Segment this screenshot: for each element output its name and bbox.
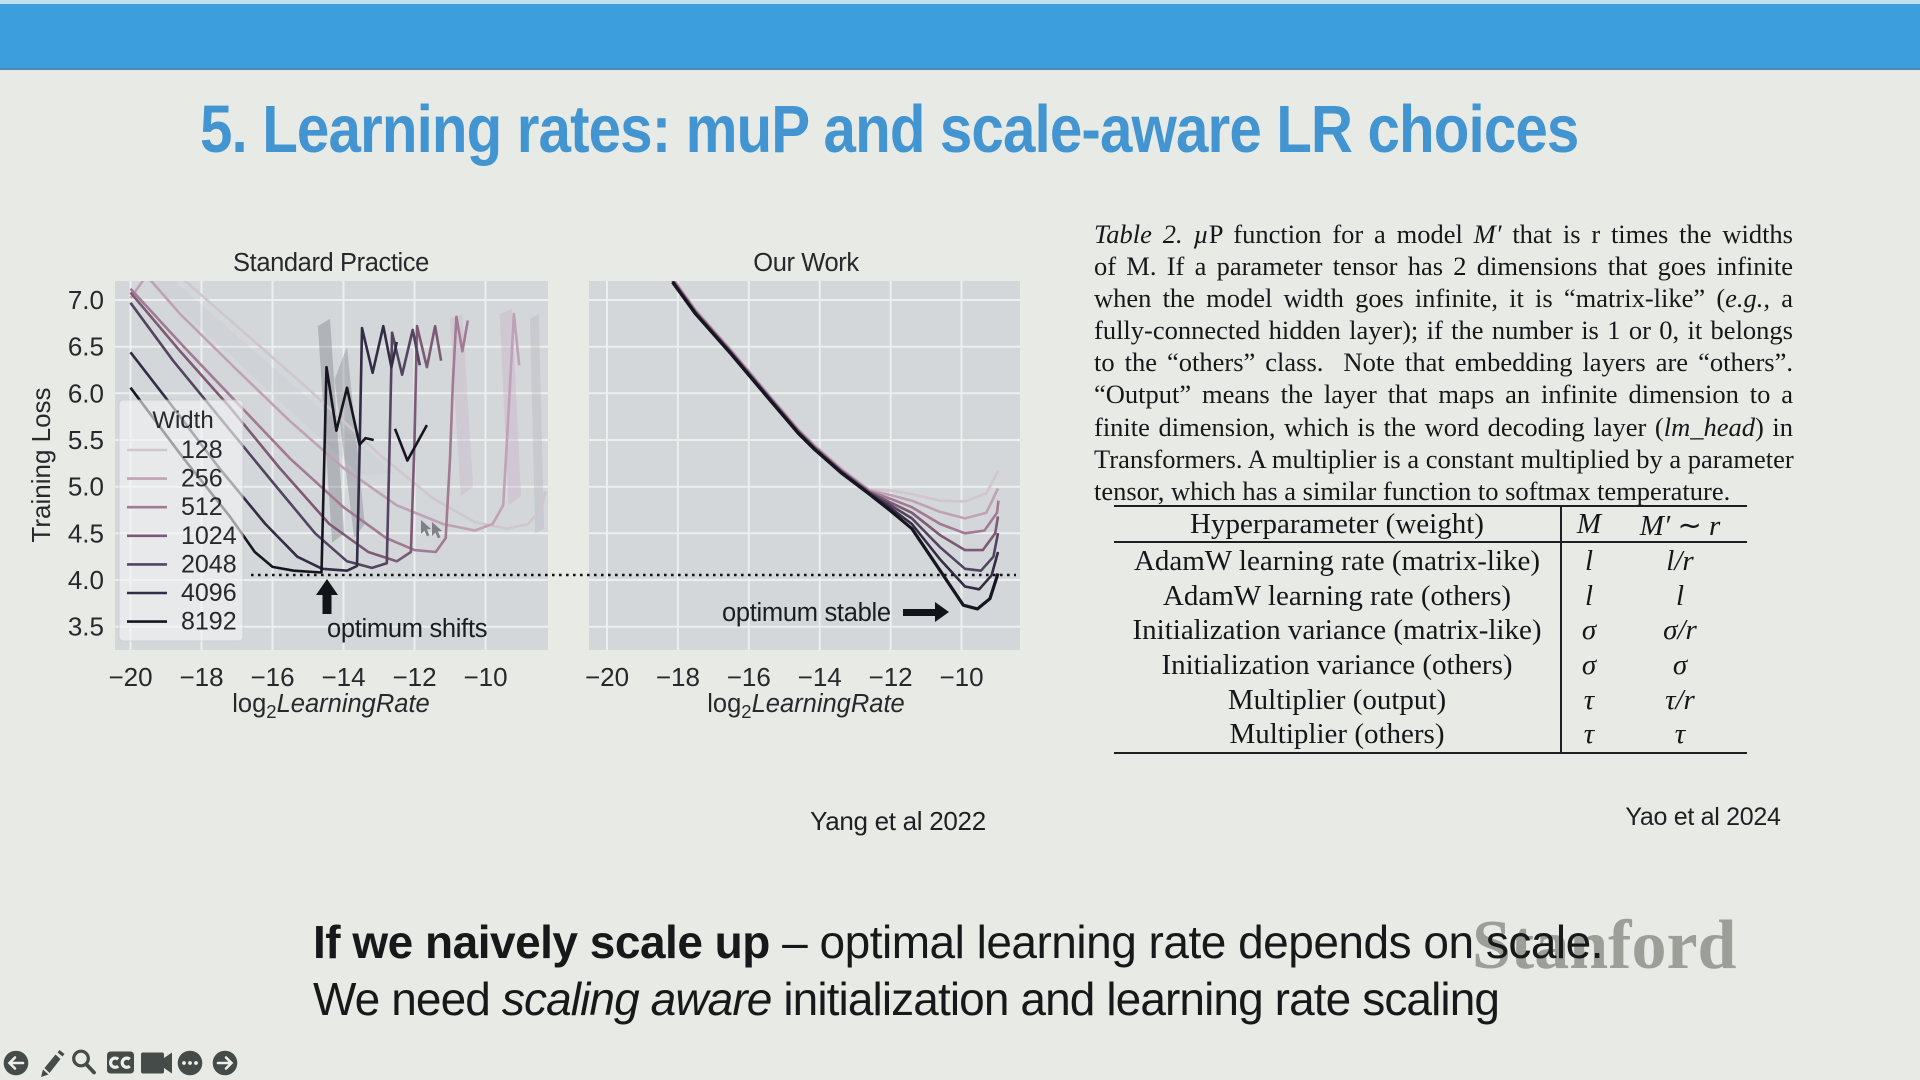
svg-text:−14: −14 xyxy=(798,662,842,692)
svg-text:log2LearningRate: log2LearningRate xyxy=(707,690,904,722)
svg-text:−12: −12 xyxy=(392,662,436,692)
svg-text:optimum stable: optimum stable xyxy=(722,599,891,627)
svg-text:−18: −18 xyxy=(656,662,700,692)
svg-text:8192: 8192 xyxy=(181,608,237,636)
svg-text:4.5: 4.5 xyxy=(68,518,104,548)
svg-text:6.0: 6.0 xyxy=(68,378,104,408)
svg-text:6.5: 6.5 xyxy=(68,332,104,362)
svg-text:Training Loss: Training Loss xyxy=(26,387,56,542)
svg-text:5.5: 5.5 xyxy=(68,425,104,455)
svg-text:−16: −16 xyxy=(727,662,771,692)
svg-text:2048: 2048 xyxy=(181,550,237,578)
svg-text:log2LearningRate: log2LearningRate xyxy=(232,690,429,722)
svg-text:−10: −10 xyxy=(939,662,983,692)
svg-text:−10: −10 xyxy=(463,662,507,692)
svg-text:128: 128 xyxy=(181,436,223,464)
svg-text:4.0: 4.0 xyxy=(68,565,104,595)
svg-text:−14: −14 xyxy=(321,662,365,692)
svg-text:4096: 4096 xyxy=(181,579,237,607)
svg-text:Our Work: Our Work xyxy=(753,249,859,277)
svg-text:7.0: 7.0 xyxy=(68,285,104,315)
svg-text:3.5: 3.5 xyxy=(68,612,104,642)
svg-text:−20: −20 xyxy=(108,662,152,692)
svg-text:−20: −20 xyxy=(585,662,629,692)
svg-text:512: 512 xyxy=(181,493,223,521)
svg-text:−16: −16 xyxy=(250,662,294,692)
svg-text:256: 256 xyxy=(181,465,223,493)
svg-text:−18: −18 xyxy=(179,662,223,692)
svg-text:−12: −12 xyxy=(869,662,913,692)
svg-text:Standard Practice: Standard Practice xyxy=(233,249,429,277)
svg-text:Width: Width xyxy=(152,407,213,434)
svg-text:5.0: 5.0 xyxy=(68,472,104,502)
svg-text:1024: 1024 xyxy=(181,522,237,550)
svg-text:optimum shifts: optimum shifts xyxy=(327,615,487,643)
